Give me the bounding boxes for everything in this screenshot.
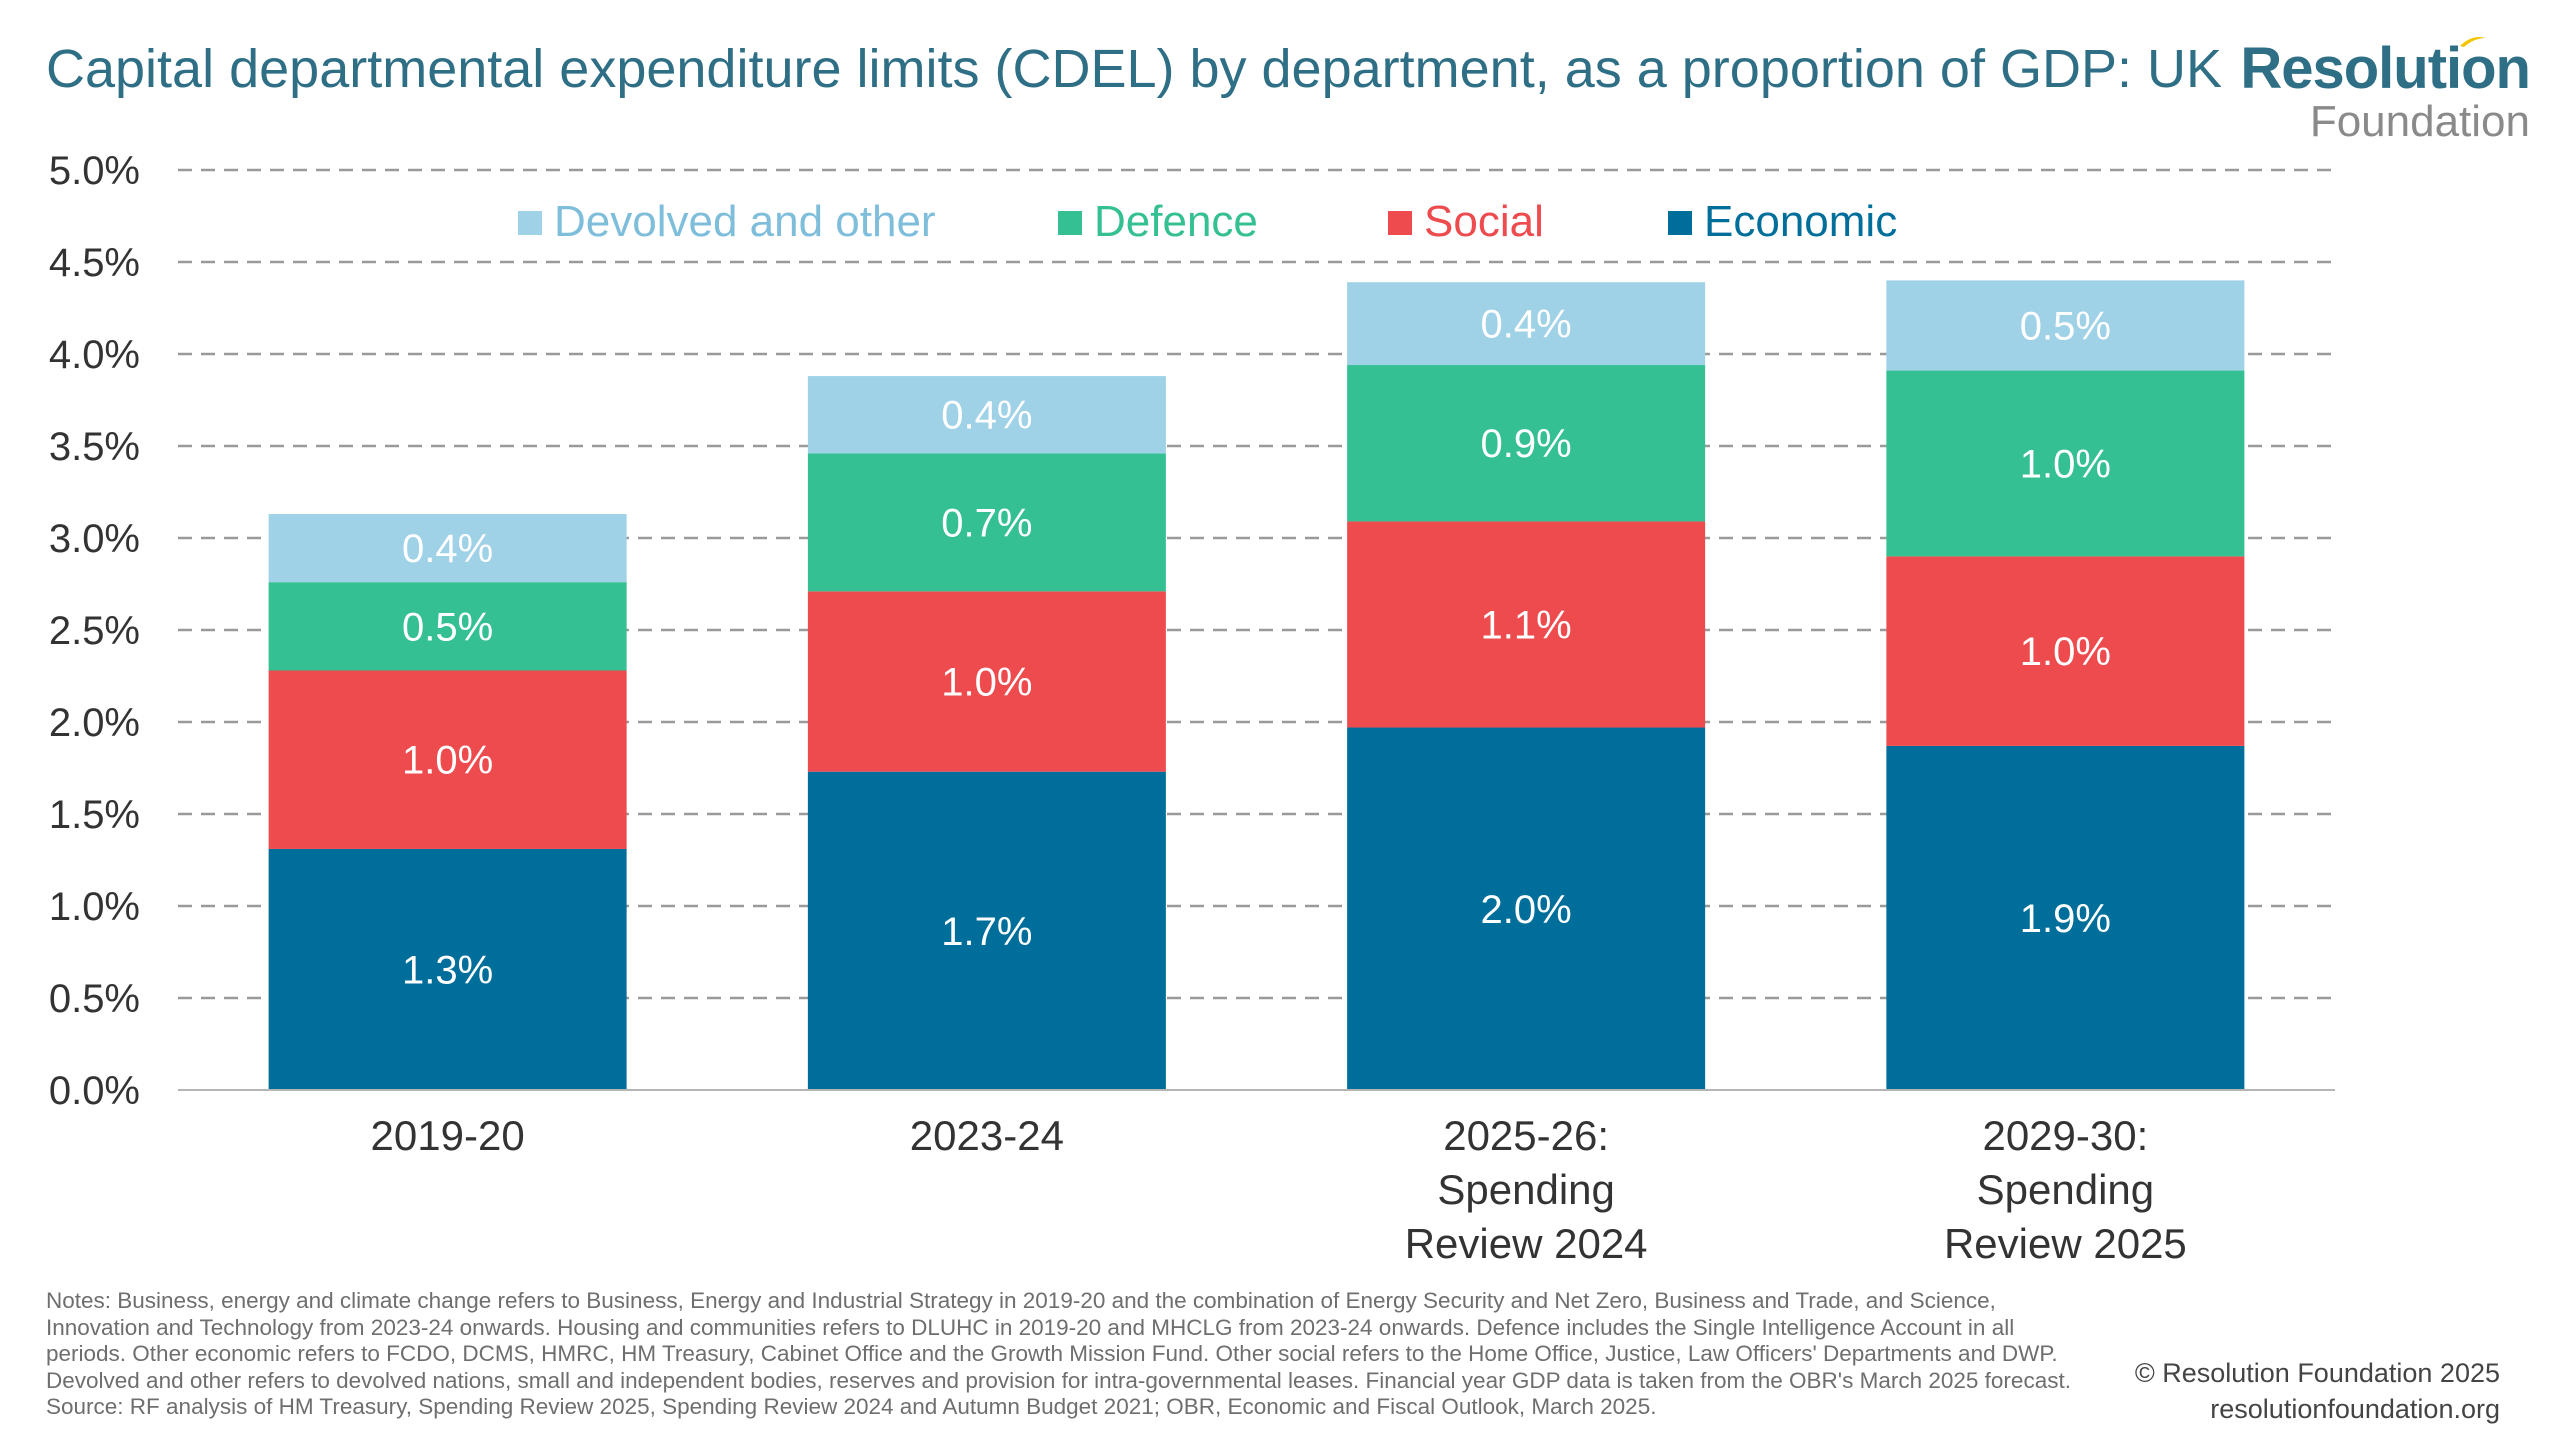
bar-segment [1886,280,2245,371]
bar-segment [807,591,1166,772]
notes-text: Notes: Business, energy and climate chan… [46,1288,2071,1393]
bar-segment [268,670,627,849]
data-label: 0.5% [402,605,493,649]
bar-segment [1886,370,2245,557]
y-tick-label: 3.0% [49,517,140,561]
source-text: Source: RF analysis of HM Treasury, Spen… [46,1394,1657,1419]
legend-swatch [518,211,542,235]
copyright-text: © Resolution Foundation 2025 [2134,1358,2500,1388]
data-label: 1.9% [2020,897,2111,941]
legend-label: Defence [1094,197,1258,246]
chart-title: Capital departmental expenditure limits … [46,39,2223,99]
x-tick-label: 2029-30: [1982,1112,2148,1159]
data-label: 2.0% [1481,888,1572,932]
legend-swatch [1058,211,1082,235]
legend-swatch [1668,211,1692,235]
data-label: 1.1% [1481,603,1572,647]
bar-segment [268,582,627,671]
bar-segment [807,771,1166,1090]
bar-segment [268,514,627,583]
x-tick-label: Review 2025 [1944,1220,2187,1267]
data-label: 0.4% [1481,303,1572,347]
data-label: 1.0% [941,661,1032,705]
y-tick-label: 4.5% [49,241,140,285]
y-tick-label: 1.5% [49,793,140,837]
x-tick-label: 2025-26: [1443,1112,1609,1159]
logo-sub-text: Foundation [2309,97,2530,146]
data-label: 1.0% [2020,442,2111,486]
legend-label: Social [1424,197,1544,246]
y-tick-label: 0.0% [49,1069,140,1113]
website-text: resolutionfoundation.org [2210,1394,2500,1424]
data-label: 1.3% [402,948,493,992]
data-label: 0.9% [1481,422,1572,466]
logo-swoosh-icon [2460,37,2486,47]
legend-label: Economic [1704,197,1897,246]
bar-segment [1347,282,1706,366]
stacked-bar-chart: 0.0% 0.5% 1.0% 1.5% 2.0% 2.5% 3.0% 3.5% 4.0% 4.5%… [49,149,2335,1267]
x-tick-label: 2019-20 [371,1112,525,1159]
legend-swatch [1388,211,1412,235]
bar-segment [268,848,627,1090]
bar-segment [1347,365,1706,522]
y-tick-label: 5.0% [49,149,140,193]
y-tick-label: 2.5% [49,609,140,653]
chart-notes: Notes: Business, energy and climate chan… [46,1288,2076,1421]
data-label: 0.7% [941,501,1032,545]
bar-segment [807,376,1166,454]
logo-main-text: Resolution [2240,36,2531,101]
data-label: 1.7% [941,910,1032,954]
bar-segment [807,453,1166,592]
resolution-foundation-logo: Resolution Foundation [2240,36,2531,146]
y-tick-label: 0.5% [49,977,140,1021]
bar-segment [1347,521,1706,728]
x-tick-label: 2023-24 [910,1112,1064,1159]
y-tick-label: 2.0% [49,701,140,745]
data-label: 0.4% [941,394,1032,438]
copyright-block: © Resolution Foundation 2025 resolutionf… [2135,1355,2500,1427]
bar-segment [1886,745,2245,1090]
data-label: 1.0% [402,739,493,783]
bar-segment [1886,556,2245,746]
legend-label: Devolved and other [554,197,936,246]
data-label: 0.4% [402,527,493,571]
bar-segment [1347,727,1706,1090]
y-tick-label: 1.0% [49,885,140,929]
data-label: 0.5% [2020,304,2111,348]
y-tick-label: 4.0% [49,333,140,377]
x-tick-label: Spending [1437,1166,1615,1213]
x-tick-label: Review 2024 [1405,1220,1648,1267]
data-label: 1.0% [2020,630,2111,674]
y-tick-label: 3.5% [49,425,140,469]
x-tick-label: Spending [1977,1166,2155,1213]
